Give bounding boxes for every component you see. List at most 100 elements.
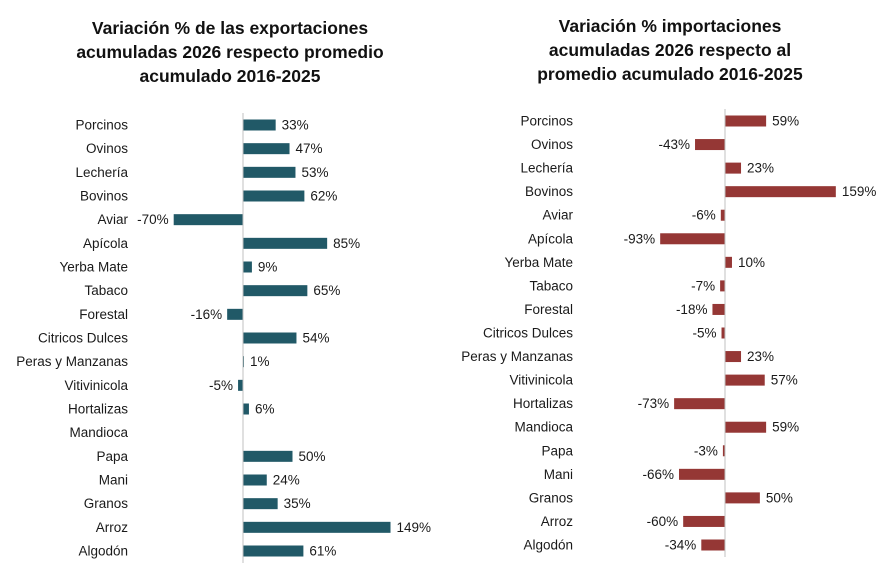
exports-bar	[243, 166, 296, 178]
exports-value-label: -16%	[191, 307, 223, 322]
imports-category-label: Algodón	[523, 538, 573, 553]
imports-value-label: 57%	[771, 373, 798, 388]
exports-value-label: 9%	[258, 260, 278, 275]
exports-value-label: 62%	[310, 189, 337, 204]
exports-bar	[173, 214, 243, 226]
exports-bar	[243, 143, 290, 155]
imports-category-label: Hortalizas	[513, 396, 573, 411]
exports-chart: Variación % de las exportaciones acumula…	[16, 16, 440, 563]
exports-category-label: Papa	[96, 449, 128, 464]
exports-category-label: Apícola	[83, 236, 129, 251]
exports-value-label: 24%	[273, 473, 300, 488]
exports-bar	[243, 521, 391, 533]
imports-category-label: Vitivinicola	[509, 373, 573, 388]
exports-category-label: Lechería	[75, 165, 128, 180]
exports-bar	[238, 379, 243, 391]
imports-value-label: -93%	[624, 231, 656, 246]
exports-bar	[243, 285, 308, 297]
exports-bar	[243, 190, 305, 202]
imports-bar	[678, 468, 725, 480]
exports-title-line-1: Variación % de las exportaciones	[91, 18, 369, 38]
imports-bar	[660, 233, 725, 245]
imports-bar	[725, 256, 732, 268]
exports-value-label: 6%	[255, 402, 275, 417]
exports-category-label: Arroz	[96, 520, 129, 535]
exports-value-label: 33%	[282, 118, 309, 133]
exports-bar	[243, 545, 304, 557]
imports-bar	[722, 445, 725, 457]
imports-value-label: 59%	[772, 114, 799, 129]
exports-bar	[243, 403, 249, 415]
imports-bar	[725, 374, 765, 386]
imports-value-label: -5%	[692, 326, 716, 341]
exports-category-label: Aviar	[97, 212, 128, 227]
exports-value-label: 65%	[313, 283, 340, 298]
imports-value-label: -34%	[665, 538, 697, 553]
exports-value-label: 53%	[301, 165, 328, 180]
imports-category-label: Ovinos	[531, 137, 573, 152]
exports-bar	[243, 498, 278, 510]
imports-value-label: -18%	[676, 302, 708, 317]
imports-category-label: Lechería	[520, 161, 573, 176]
imports-category-label: Granos	[529, 490, 574, 505]
imports-category-label: Tabaco	[529, 278, 573, 293]
imports-category-label: Yerba Mate	[504, 255, 573, 270]
imports-bar	[674, 398, 725, 410]
exports-category-label: Tabaco	[84, 283, 128, 298]
imports-category-label: Forestal	[524, 302, 573, 317]
exports-bar	[243, 332, 297, 344]
imports-category-label: Mani	[544, 467, 573, 482]
imports-category-label: Papa	[541, 443, 573, 458]
imports-category-label: Porcinos	[520, 114, 573, 129]
imports-plot: Porcinos 59% Ovinos -43% Lechería 23% Bovinos 1…	[461, 109, 877, 557]
exports-chart-title: Variación % de las exportaciones acumula…	[20, 16, 440, 88]
exports-value-label: 1%	[250, 354, 270, 369]
imports-bar	[701, 539, 725, 551]
imports-title-line-1: Variación % importaciones	[558, 16, 782, 36]
exports-title-line-2: acumuladas 2026 respecto promedio	[76, 42, 384, 62]
imports-value-label: 23%	[747, 161, 774, 176]
imports-bar	[725, 186, 836, 198]
imports-value-label: -60%	[647, 514, 679, 529]
exports-title-line-3: acumulado 2016-2025	[139, 66, 321, 86]
exports-category-label: Porcinos	[75, 118, 128, 133]
imports-value-label: 159%	[842, 184, 877, 199]
imports-bar	[712, 303, 725, 315]
imports-value-label: -6%	[692, 208, 716, 223]
exports-bar	[243, 237, 328, 249]
exports-category-label: Algodón	[78, 544, 128, 559]
exports-category-label: Mani	[99, 473, 128, 488]
exports-plot: Porcinos 33% Ovinos 47% Lechería 53% Bovinos 62…	[16, 113, 432, 563]
exports-category-label: Bovinos	[80, 189, 128, 204]
imports-value-label: -7%	[691, 278, 715, 293]
exports-category-label: Hortalizas	[68, 402, 128, 417]
imports-bar	[683, 515, 725, 527]
exports-value-label: 35%	[284, 496, 311, 511]
exports-value-label: 85%	[333, 236, 360, 251]
exports-category-label: Mandioca	[69, 425, 128, 440]
exports-category-label: Citricos Dulces	[38, 331, 128, 346]
exports-value-label: 50%	[299, 449, 326, 464]
exports-category-label: Peras y Manzanas	[16, 354, 128, 369]
imports-chart-title: Variación % importaciones acumuladas 202…	[470, 14, 870, 86]
exports-category-label: Vitivinicola	[64, 378, 128, 393]
imports-value-label: 50%	[766, 490, 793, 505]
imports-value-label: -43%	[659, 137, 691, 152]
imports-value-label: 10%	[738, 255, 765, 270]
imports-title-line-3: promedio acumulado 2016-2025	[537, 64, 803, 84]
exports-value-label: 54%	[302, 331, 329, 346]
exports-category-label: Yerba Mate	[59, 260, 128, 275]
exports-category-label: Forestal	[79, 307, 128, 322]
exports-value-label: -70%	[137, 212, 169, 227]
exports-bar	[243, 119, 276, 131]
exports-bar	[227, 308, 243, 320]
exports-value-label: 149%	[397, 520, 432, 535]
imports-bar	[725, 162, 742, 174]
imports-category-label: Bovinos	[525, 184, 573, 199]
imports-bar	[725, 421, 767, 433]
imports-category-label: Citricos Dulces	[483, 326, 573, 341]
imports-value-label: -66%	[642, 467, 674, 482]
imports-title-line-2: acumuladas 2026 respecto al	[548, 40, 792, 60]
exports-category-label: Granos	[84, 496, 129, 511]
imports-bar	[721, 327, 725, 339]
